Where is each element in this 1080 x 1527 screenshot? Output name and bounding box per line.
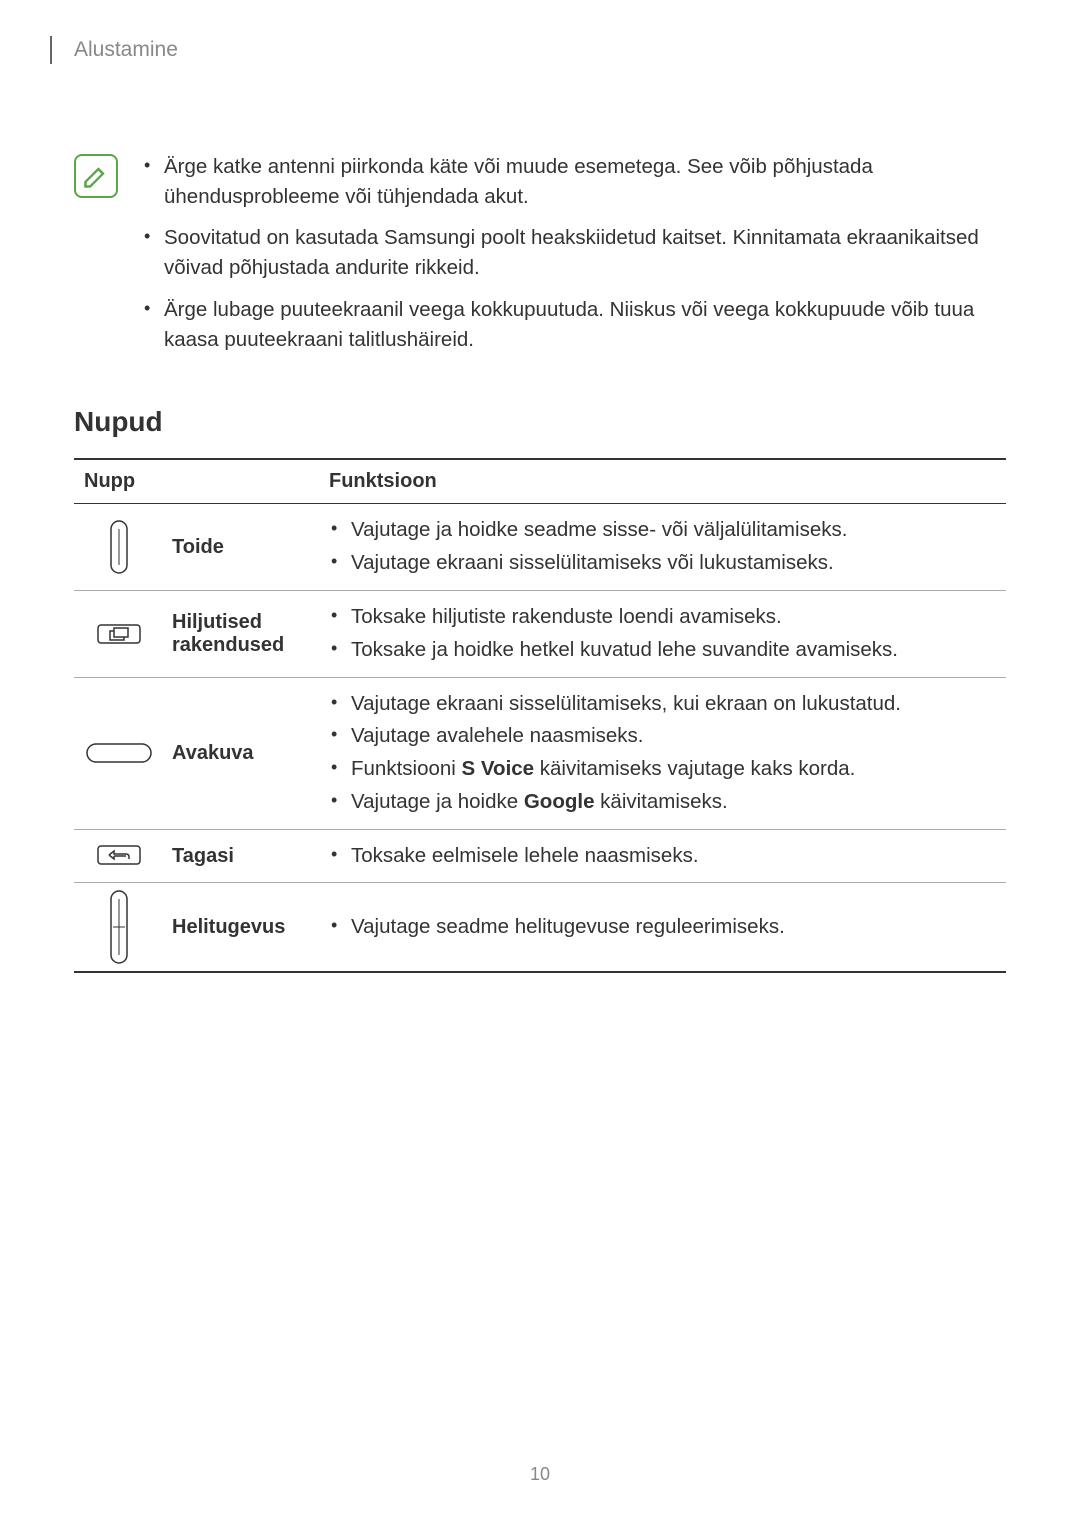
home-button-icon [74,677,164,829]
note-callout: Ärge katke antenni piirkonda käte või mu… [74,152,1006,366]
note-bullet: Ärge lubage puuteekraanil veega kokkupuu… [140,295,1006,354]
note-bullets: Ärge katke antenni piirkonda käte või mu… [140,152,1006,366]
function-list: Toksake hiljutiste rakenduste loendi ava… [327,597,998,671]
function-item: Vajutage ekraani sisselülitamiseks, kui … [327,688,998,721]
header-vertical-rule [50,36,52,64]
function-text-pre: Vajutage ja hoidke [351,790,524,813]
note-bullet: Soovitatud on kasutada Samsungi poolt he… [140,223,1006,282]
function-item: Toksake eelmisele lehele naasmiseks. [327,840,998,873]
function-list: Vajutage ekraani sisselülitamiseks, kui … [327,684,998,823]
button-name: Avakuva [164,677,319,829]
function-list: Vajutage seadme helitugevuse reguleerimi… [327,907,998,948]
table-row: Avakuva Vajutage ekraani sisselülitamise… [74,677,1006,829]
section-name: Alustamine [74,38,178,62]
note-pencil-icon [74,154,118,198]
button-name: Hiljutised rakendused [164,590,319,677]
function-item: Vajutage ja hoidke Google käivitamiseks. [327,786,998,819]
function-list: Vajutage ja hoidke seadme sisse- või väl… [327,510,998,584]
section-heading: Nupud [74,406,1006,438]
power-button-icon [74,504,164,591]
function-item: Vajutage avalehele naasmiseks. [327,720,998,753]
th-function: Funktsioon [319,459,1006,504]
table-row: Toide Vajutage ja hoidke seadme sisse- v… [74,504,1006,591]
function-item: Vajutage seadme helitugevuse reguleerimi… [327,911,998,944]
note-bullet: Ärge katke antenni piirkonda käte või mu… [140,152,1006,211]
function-item: Toksake hiljutiste rakenduste loendi ava… [327,601,998,634]
function-list: Toksake eelmisele lehele naasmiseks. [327,836,998,877]
th-button: Nupp [74,459,319,504]
button-name: Toide [164,504,319,591]
function-item: Vajutage ekraani sisselülitamiseks või l… [327,547,998,580]
function-text-pre: Funktsiooni [351,757,462,780]
function-text-post: käivitamiseks. [594,790,727,813]
button-name: Tagasi [164,829,319,883]
table-row: Hiljutised rakendused Toksake hiljutiste… [74,590,1006,677]
page-number: 10 [0,1464,1080,1485]
function-text-bold: Google [524,790,595,813]
function-item: Toksake ja hoidke hetkel kuvatud lehe su… [327,634,998,667]
volume-button-icon [74,883,164,973]
function-text-bold: S Voice [462,757,535,780]
table-row: Helitugevus Vajutage seadme helitugevuse… [74,883,1006,973]
function-item: Funktsiooni S Voice käivitamiseks vajuta… [327,753,998,786]
button-name: Helitugevus [164,883,319,973]
function-item: Vajutage ja hoidke seadme sisse- või väl… [327,514,998,547]
back-button-icon [74,829,164,883]
table-row: Tagasi Toksake eelmisele lehele naasmise… [74,829,1006,883]
function-text-post: käivitamiseks vajutage kaks korda. [534,757,855,780]
buttons-table: Nupp Funktsioon Toide V [74,458,1006,973]
recent-apps-icon [74,590,164,677]
